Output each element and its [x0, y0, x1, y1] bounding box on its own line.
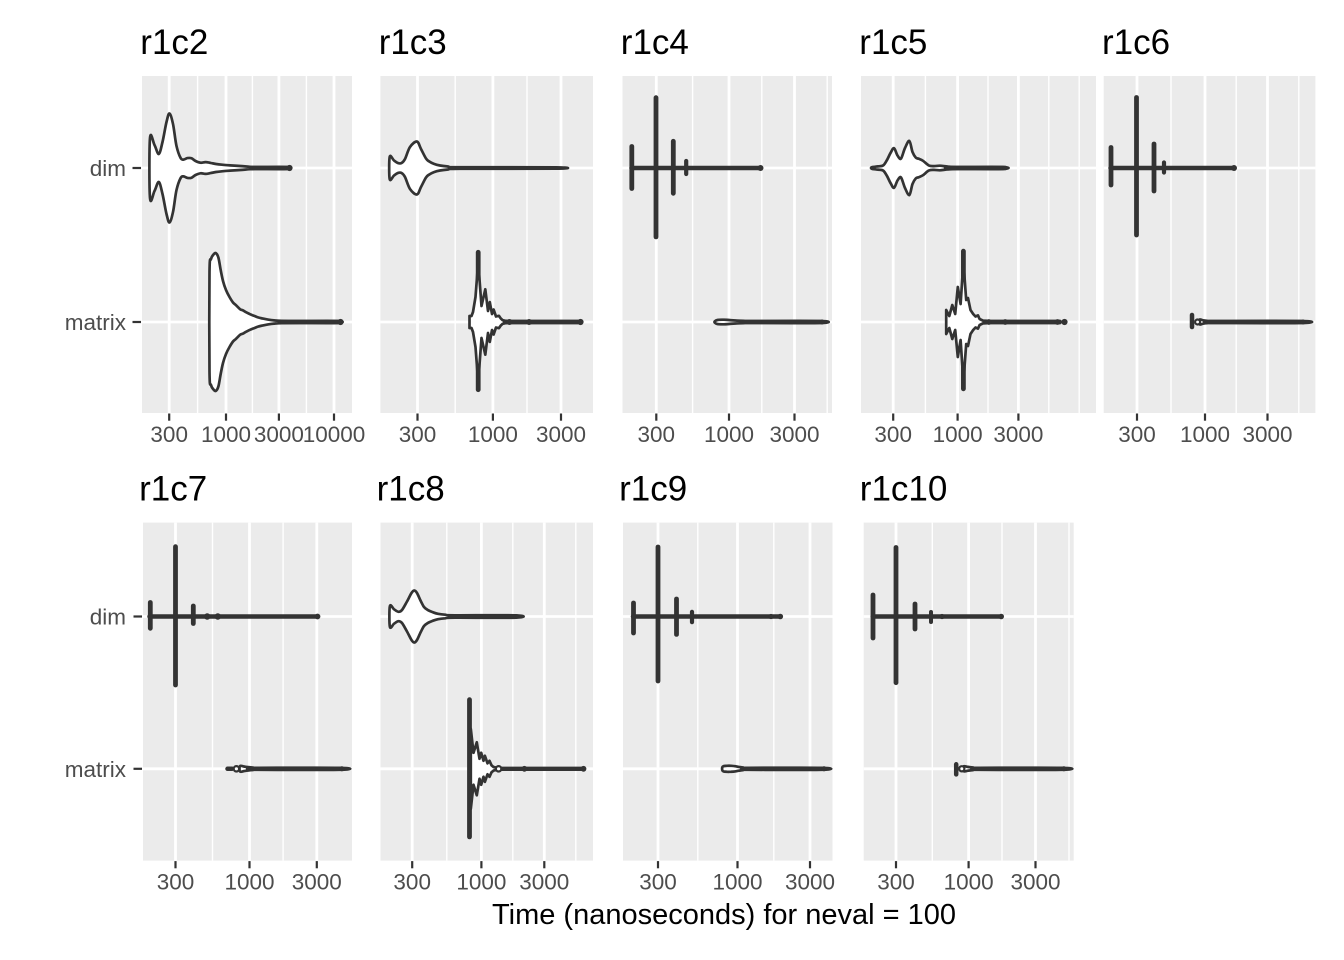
- svg-text:r1c7: r1c7: [139, 470, 207, 509]
- svg-text:r1c4: r1c4: [621, 23, 689, 62]
- svg-text:dim: dim: [90, 605, 126, 630]
- svg-text:3000: 3000: [769, 422, 819, 447]
- svg-text:r1c2: r1c2: [140, 23, 208, 62]
- svg-text:300: 300: [393, 870, 431, 895]
- svg-text:300: 300: [877, 870, 915, 895]
- svg-text:300: 300: [639, 870, 677, 895]
- svg-text:300: 300: [157, 870, 195, 895]
- svg-text:3000: 3000: [1242, 422, 1292, 447]
- svg-text:r1c8: r1c8: [377, 470, 445, 509]
- svg-text:300: 300: [399, 422, 437, 447]
- svg-text:3000: 3000: [536, 422, 586, 447]
- svg-text:matrix: matrix: [65, 757, 127, 782]
- svg-text:1000: 1000: [1180, 422, 1230, 447]
- svg-text:r1c10: r1c10: [860, 470, 948, 509]
- svg-text:300: 300: [638, 422, 676, 447]
- svg-text:3000: 3000: [254, 422, 304, 447]
- svg-text:r1c9: r1c9: [619, 470, 687, 509]
- svg-text:1000: 1000: [933, 422, 983, 447]
- svg-text:r1c3: r1c3: [379, 23, 447, 62]
- svg-text:1000: 1000: [224, 870, 274, 895]
- svg-text:300: 300: [874, 422, 912, 447]
- svg-text:300: 300: [150, 422, 188, 447]
- svg-text:3000: 3000: [292, 870, 342, 895]
- svg-text:r1c6: r1c6: [1102, 23, 1170, 62]
- svg-text:Time (nanoseconds) for neval =: Time (nanoseconds) for neval = 100: [492, 899, 956, 931]
- svg-text:1000: 1000: [944, 870, 994, 895]
- svg-text:3000: 3000: [993, 422, 1043, 447]
- svg-text:3000: 3000: [1010, 870, 1060, 895]
- svg-text:300: 300: [1118, 422, 1156, 447]
- svg-text:matrix: matrix: [65, 310, 127, 335]
- svg-text:1000: 1000: [704, 422, 754, 447]
- svg-text:1000: 1000: [468, 422, 518, 447]
- svg-text:1000: 1000: [456, 870, 506, 895]
- svg-text:dim: dim: [90, 156, 126, 181]
- svg-text:3000: 3000: [785, 870, 835, 895]
- svg-text:1000: 1000: [712, 870, 762, 895]
- svg-text:1000: 1000: [201, 422, 251, 447]
- svg-text:10000: 10000: [303, 422, 366, 447]
- svg-text:r1c5: r1c5: [859, 23, 927, 62]
- svg-text:3000: 3000: [519, 870, 569, 895]
